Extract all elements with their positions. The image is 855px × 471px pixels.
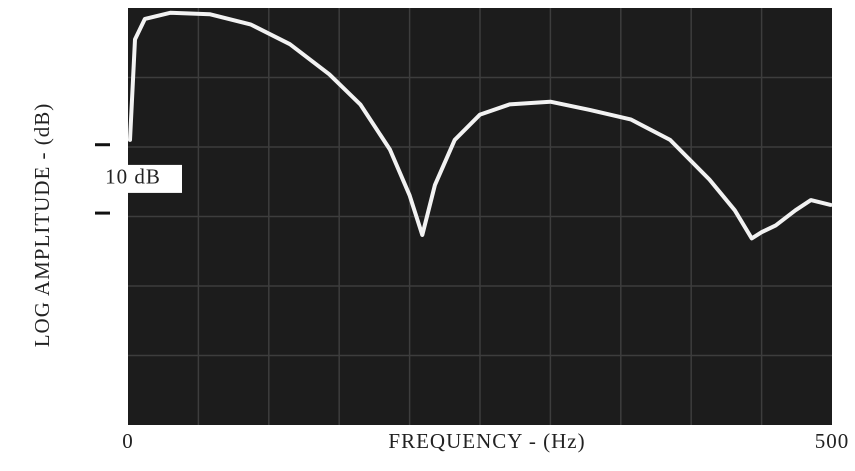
x-tick-label: 500: [815, 429, 850, 453]
y-axis-label: LOG AMPLITUDE - (dB): [30, 103, 54, 348]
chart: LOG AMPLITUDE - (dB) FREQUENCY - (Hz) 0 5…: [0, 0, 855, 466]
x-axis-label: FREQUENCY - (Hz): [388, 429, 585, 453]
x-tick-label: 0: [122, 429, 134, 453]
scale-label: 10 dB: [105, 165, 161, 189]
